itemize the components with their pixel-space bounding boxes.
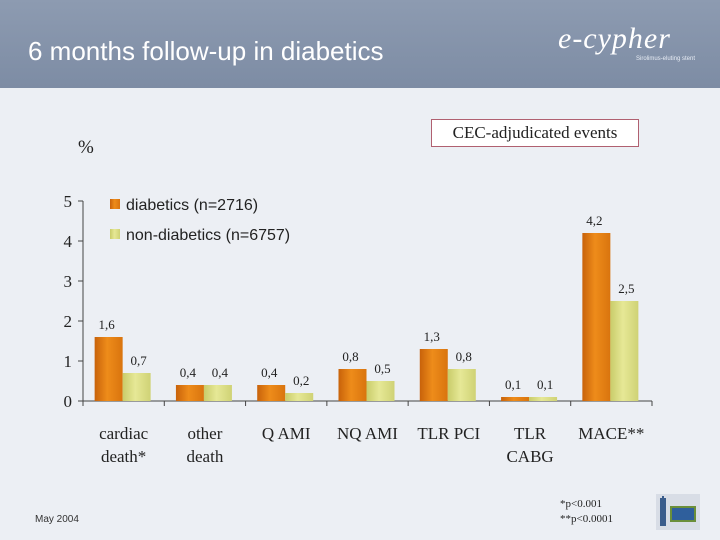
x-tick-label: other (187, 424, 222, 443)
data-label: 4,2 (586, 213, 602, 228)
data-label: 0,1 (505, 377, 521, 392)
data-label: 0,7 (131, 353, 148, 368)
cec-annotation-box: CEC-adjudicated events (431, 119, 639, 147)
x-tick-label: death* (101, 447, 146, 466)
y-tick-label: 0 (64, 392, 73, 411)
bar (122, 373, 151, 401)
data-label: 1,6 (99, 317, 116, 332)
legend-label: diabetics (n=2716) (126, 197, 258, 214)
y-unit-label: % (78, 137, 94, 158)
bar (366, 381, 395, 401)
footnote-line-1: *p<0.001 (560, 498, 602, 510)
data-label: 1,3 (424, 329, 440, 344)
bar (338, 369, 367, 401)
bar (610, 301, 639, 401)
bar-chart: 0 1 2 3 4 5 1,6 0,7 cardiac death* 0,4 0,4 other deat… (64, 192, 653, 466)
bar (529, 397, 558, 401)
bar (94, 337, 123, 401)
data-label: 0,8 (342, 349, 358, 364)
y-tick-label: 1 (64, 352, 73, 371)
data-label: 2,5 (618, 281, 634, 296)
pcr-logo-icon (656, 494, 700, 530)
y-tick-label: 2 (64, 312, 73, 331)
bar (203, 385, 232, 401)
bar (285, 393, 314, 401)
data-label: 0,4 (180, 365, 197, 380)
bar (582, 233, 611, 401)
x-tick-label: death (187, 447, 224, 466)
logo-tagline: Sirolimus-eluting stent (636, 56, 696, 62)
x-tick-label: Q AMI (262, 424, 311, 443)
x-tick-label: TLR (514, 424, 547, 443)
x-tick-label: NQ AMI (337, 424, 398, 443)
legend-swatch (110, 199, 120, 209)
cypher-logo: e-cypher Sirolimus-eluting stent (548, 22, 708, 72)
y-tick-label: 4 (64, 232, 73, 251)
data-label: 0,1 (537, 377, 553, 392)
data-label: 0,4 (212, 365, 229, 380)
data-label: 0,4 (261, 365, 278, 380)
legend-label: non-diabetics (n=6757) (126, 227, 290, 244)
bar (419, 349, 448, 401)
x-tick-label: CABG (506, 447, 553, 466)
legend-swatch (110, 229, 120, 239)
header-bar: 6 months follow-up in diabetics e-cypher… (0, 0, 720, 88)
footnote-line-2: **p<0.0001 (560, 513, 613, 525)
data-label: 0,2 (293, 373, 309, 388)
footnote: *p<0.001 **p<0.0001 (560, 497, 613, 527)
x-tick-label: TLR PCI (417, 424, 480, 443)
bar (501, 397, 530, 401)
y-tick-label: 3 (64, 272, 73, 291)
x-tick-label: MACE** (578, 424, 644, 443)
bar (257, 385, 286, 401)
data-label: 0,5 (374, 361, 390, 376)
bar (447, 369, 476, 401)
x-tick-label: cardiac (99, 424, 149, 443)
y-tick-label: 5 (64, 192, 73, 211)
bar (175, 385, 204, 401)
data-label: 0,8 (456, 349, 472, 364)
footer-date: May 2004 (35, 514, 79, 525)
page-title: 6 months follow-up in diabetics (28, 36, 384, 66)
logo-text: e-cypher (558, 22, 671, 55)
